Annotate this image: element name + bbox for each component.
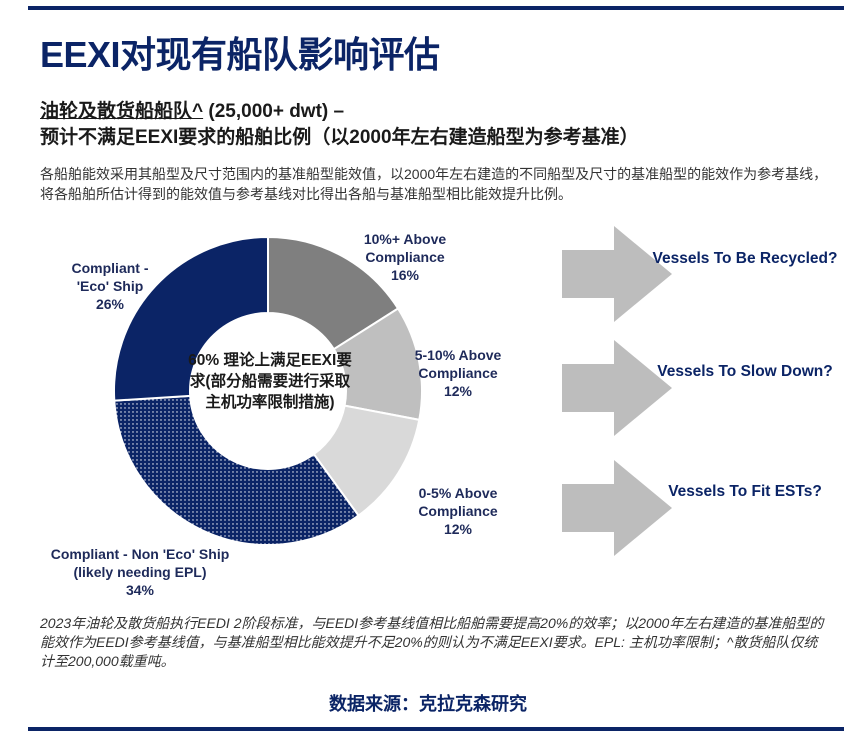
label-value: 12% [443, 521, 473, 537]
slice-label-0to5: 0-5% Above Compliance 12% [388, 484, 528, 538]
arrow-slow-down [562, 340, 854, 436]
donut-chart [113, 235, 423, 546]
label-line: Compliant - [71, 260, 149, 276]
label-line: 5-10% Above [414, 347, 502, 363]
label-line: (likely needing EPL) [73, 564, 207, 580]
subtitle-line-1: 油轮及散货船船队^ (25,000+ dwt) – [40, 96, 344, 123]
subtitle-line-2: 预计不满足EEXI要求的船舶比例（以2000年左右建造船型为参考基准） [40, 127, 639, 148]
slice-label-5to10: 5-10% Above Compliance 12% [388, 346, 528, 400]
label-value: 12% [443, 383, 473, 399]
label-line: 'Eco' Ship [76, 278, 144, 294]
top-rule [28, 6, 844, 10]
slice-label-non-eco: Compliant - Non 'Eco' Ship (likely needi… [20, 545, 260, 599]
label-value: 16% [390, 267, 420, 283]
right-arrow-icon [562, 340, 672, 436]
arrow-text-slow-down: Vessels To Slow Down? [657, 363, 833, 380]
label-line: Compliant - Non 'Eco' Ship [50, 546, 230, 562]
description: 各船舶能效采用其船型及尺寸范围内的基准船型能效值，以2000年左右建造的不同船型… [40, 166, 828, 202]
label-line: 10%+ Above [363, 231, 447, 247]
right-arrow-icon [562, 460, 672, 556]
label-line: 0-5% Above [418, 485, 498, 501]
arrow-ests [562, 460, 854, 556]
label-line: Compliance [418, 365, 498, 381]
bottom-rule [28, 727, 844, 731]
arrow-text-recycled: Vessels To Be Recycled? [652, 250, 838, 267]
data-source: 数据来源：克拉克森研究 [329, 694, 527, 714]
label-value: 34% [125, 582, 155, 598]
slice-label-eco: Compliant - 'Eco' Ship 26% [20, 259, 200, 313]
page-title: EEXI对现有船队影响评估 [40, 34, 440, 75]
right-arrow-icon [562, 226, 672, 322]
slice-label-10plus: 10%+ Above Compliance 16% [335, 230, 475, 284]
slice-non-eco [113, 394, 360, 546]
label-line: Compliance [418, 503, 498, 519]
label-line: Compliance [365, 249, 445, 265]
label-value: 26% [95, 296, 125, 312]
donut-center-label: 60% 理论上满足EEXI要求(部分船需要进行采取主机功率限制措施) [188, 352, 352, 411]
arrow-recycled [562, 226, 854, 322]
slice-eco [113, 235, 269, 402]
subtitle-dwt: (25,000+ dwt) – [203, 101, 345, 122]
arrow-text-ests: Vessels To Fit ESTs? [668, 483, 822, 500]
footnote: 2023年油轮及散货船执行EEDI 2阶段标准，与EEDI参考基线值相比船舶需要… [40, 615, 824, 669]
subtitle-fleet: 油轮及散货船船队^ [40, 101, 204, 122]
